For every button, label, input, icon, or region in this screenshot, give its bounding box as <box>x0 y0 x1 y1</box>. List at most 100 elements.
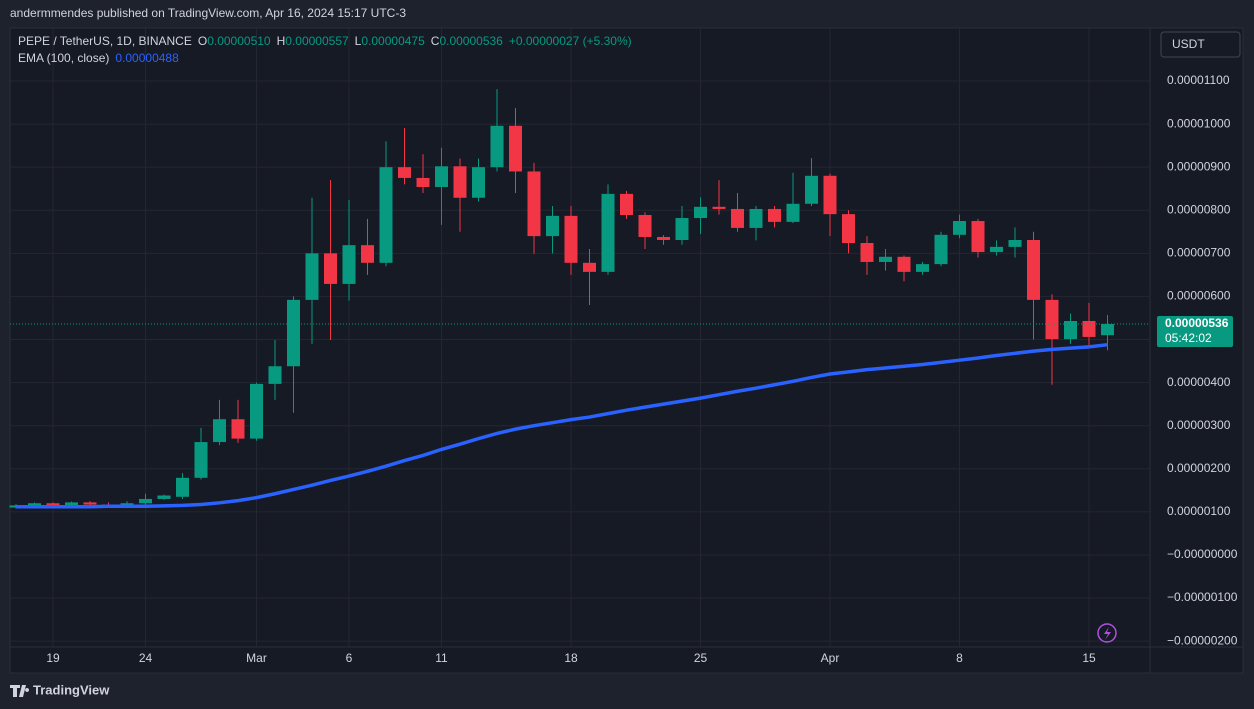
legend-key: L <box>355 34 362 48</box>
x-tick-label: Mar <box>246 651 267 665</box>
y-tick-label: 0.00000300 <box>1167 418 1231 432</box>
ema-value: 0.00000488 <box>115 51 179 65</box>
candle-body <box>583 262 596 272</box>
y-tick-label: 0.00000600 <box>1167 289 1231 303</box>
legend-key: H <box>277 34 286 48</box>
candle-body <box>712 206 726 209</box>
candle-body <box>213 419 226 443</box>
candle-body <box>231 419 245 439</box>
candle-body <box>490 125 504 168</box>
candle-body <box>749 208 763 228</box>
legend-value: 0.00000557 <box>285 34 349 48</box>
candle-body <box>342 245 356 284</box>
candle-body <box>564 215 578 263</box>
candle-body <box>1064 320 1077 340</box>
candle-body <box>805 175 818 204</box>
ema-legend: EMA (100, close) 0.00000488 <box>18 51 179 65</box>
plot <box>9 28 1150 647</box>
candle-body <box>990 246 1003 253</box>
candle-body <box>731 208 744 228</box>
x-tick-label: 15 <box>1082 651 1096 665</box>
candle-body <box>416 177 430 187</box>
legend-value: +0.00000027 (+5.30%) <box>509 34 632 48</box>
candle-body <box>675 218 689 240</box>
candle-body <box>65 502 78 505</box>
x-tick-label: 24 <box>139 651 153 665</box>
candle-body <box>638 214 652 237</box>
y-tick-label: 0.00000200 <box>1167 461 1231 475</box>
publisher: andermmendes published on TradingView.co… <box>10 6 406 20</box>
candle-body <box>1045 299 1059 340</box>
candle-body <box>176 477 189 497</box>
y-tick-label: −0.00000100 <box>1167 590 1238 604</box>
candle-body <box>324 253 337 284</box>
alert-icon-bolt <box>1104 627 1111 640</box>
candle-body <box>435 166 448 187</box>
candle-body <box>46 503 60 505</box>
legend-value: 0.00000510 <box>207 34 271 48</box>
candle-body <box>472 167 485 198</box>
candle-body <box>194 442 208 478</box>
candle-body <box>823 175 837 215</box>
brand: TradingView <box>33 682 110 697</box>
candle-body <box>897 256 911 272</box>
x-tick-label: Apr <box>821 651 840 665</box>
legend-key: C <box>431 34 440 48</box>
candle-body <box>250 383 263 439</box>
y-tick-label: 0.00000700 <box>1167 246 1231 260</box>
last-price-label: 0.00000536 <box>1165 316 1229 330</box>
candle-body <box>879 256 892 262</box>
ema-line <box>16 342 1108 509</box>
currency-button-label[interactable]: USDT <box>1172 37 1205 51</box>
legend-key: O <box>198 34 207 48</box>
x-tick-label: 19 <box>46 651 60 665</box>
x-tick-label: 25 <box>694 651 708 665</box>
y-tick-label: −0.00000200 <box>1167 633 1238 647</box>
candle-body <box>509 125 522 172</box>
candle-body <box>453 166 467 198</box>
candle-body <box>953 221 966 235</box>
candle-body <box>361 245 374 263</box>
candle-body <box>1101 324 1114 336</box>
candle-body <box>601 193 615 272</box>
candle-body <box>83 502 97 505</box>
y-tick-label: 0.00001100 <box>1167 73 1230 87</box>
candle-body <box>620 193 633 215</box>
ema-name: EMA (100, close) <box>18 51 109 65</box>
candle-body <box>287 299 300 367</box>
candle-body <box>860 243 874 262</box>
currency-button[interactable] <box>1160 31 1241 58</box>
y-tick-label: 0.00001000 <box>1167 116 1231 130</box>
countdown: 05:42:02 <box>1165 331 1212 345</box>
candle-body <box>139 498 152 504</box>
x-tick-label: 18 <box>564 651 578 665</box>
candle-body <box>527 171 541 237</box>
x-tick-label: 8 <box>956 651 963 665</box>
candle-body <box>268 366 282 384</box>
legend-value: 0.00000475 <box>361 34 425 48</box>
legend-value: 0.00000536 <box>439 34 503 48</box>
last-price-badge <box>1157 316 1233 348</box>
candle-body <box>768 208 781 222</box>
ohlc-legend: PEPE / TetherUS, 1D, BINANCE O0.00000510 H… <box>18 34 632 48</box>
candle-body <box>546 215 559 237</box>
y-tick-label: 0.00000100 <box>1167 504 1231 518</box>
candle-body <box>1082 320 1096 337</box>
candle-body <box>1008 239 1022 247</box>
alert-icon[interactable] <box>1097 623 1117 643</box>
candle-body <box>694 206 707 219</box>
candle-body <box>379 167 393 263</box>
y-tick-label: 0.00000800 <box>1167 202 1231 216</box>
symbol: PEPE / TetherUS, 1D, BINANCE <box>18 34 192 48</box>
candle-body <box>934 234 948 265</box>
candle-body <box>971 221 985 253</box>
candle-body <box>1027 239 1040 300</box>
candle-body <box>157 495 171 499</box>
brand-logo <box>10 685 30 697</box>
candle-body <box>916 264 929 272</box>
candle-body <box>398 167 411 178</box>
candle-body <box>657 236 670 240</box>
y-tick-label: 0.00000900 <box>1167 159 1231 173</box>
candle-body <box>786 203 800 222</box>
